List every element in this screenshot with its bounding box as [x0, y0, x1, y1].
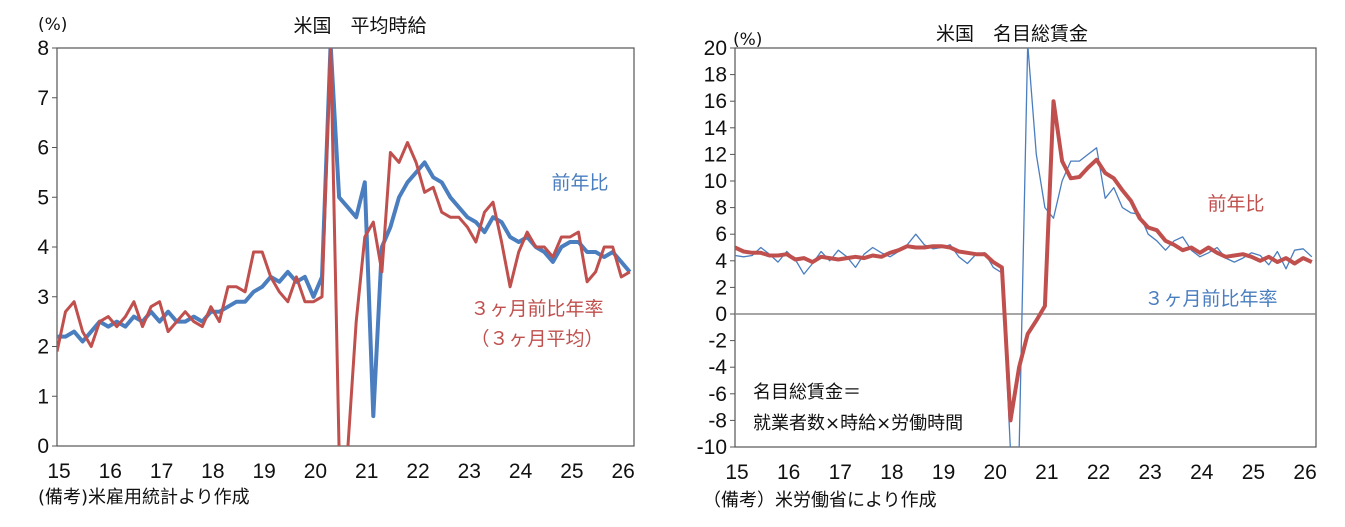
- x-tick-label: 21: [1035, 461, 1058, 484]
- series-line-0: [57, 48, 632, 419]
- x-tick-label: 20: [984, 461, 1007, 484]
- y-unit-label: (%): [733, 30, 762, 50]
- x-tick-label: 19: [252, 460, 275, 483]
- x-tick-label: 21: [355, 460, 378, 483]
- x-tick-label: 22: [406, 460, 429, 483]
- y-tick-label: 6: [37, 137, 49, 160]
- y-tick-label: -8: [708, 409, 727, 432]
- y-tick-label: -10: [697, 436, 727, 459]
- series-line-1: [735, 99, 1313, 423]
- x-tick-label: 24: [1190, 461, 1214, 484]
- y-tick-label: 1: [37, 385, 49, 408]
- x-tick-label: 15: [47, 460, 70, 483]
- chart-nominal-total-wages: 米国 名目総賃金 (%) -10-8-6-4-20246810121416182…: [697, 23, 1317, 511]
- x-tick-label: 17: [150, 460, 173, 483]
- x-tick-label: 20: [304, 460, 327, 483]
- y-tick-label: 3: [37, 286, 49, 309]
- x-tick-label: 23: [458, 460, 481, 483]
- y-tick-label: 14: [704, 117, 728, 140]
- x-tick-label: 26: [1293, 461, 1316, 484]
- x-tick-label: 16: [777, 461, 800, 484]
- x-tick-label: 25: [560, 460, 583, 483]
- y-unit-label: (%): [38, 15, 67, 35]
- y-tick-label: 5: [37, 186, 49, 209]
- chart-title: 米国 平均時給: [293, 15, 426, 37]
- source-note: （備考）米労働省により作成: [703, 490, 937, 511]
- formula-annotation-line1: 名目総賃金＝: [753, 382, 861, 403]
- y-tick-label: 2: [715, 276, 727, 299]
- series-line-1: [57, 48, 631, 446]
- series-label-3m: ３ヶ月前比年率: [1144, 288, 1277, 310]
- y-tick-label: 2: [37, 336, 49, 359]
- y-tick-label: -2: [708, 330, 727, 353]
- series-label-3m: ３ヶ月前比年率: [470, 298, 603, 320]
- chart-title: 米国 名目総賃金: [936, 23, 1088, 45]
- y-tick-label: 0: [37, 435, 49, 458]
- series-label-yoy: 前年比: [1207, 193, 1264, 215]
- y-tick-label: -4: [708, 356, 727, 379]
- source-note: (備考)米雇用統計より作成: [38, 487, 250, 508]
- plot-area: [56, 47, 635, 447]
- x-tick-label: 23: [1138, 461, 1161, 484]
- y-tick-label: 20: [704, 37, 727, 60]
- x-tick-label: 26: [611, 460, 634, 483]
- formula-annotation-line2: 就業者数×時給×労働時間: [753, 413, 963, 434]
- x-tick-label: 24: [509, 460, 533, 483]
- y-tick-label: 12: [704, 143, 727, 166]
- y-tick-label: -6: [708, 383, 727, 406]
- x-tick-label: 19: [932, 461, 955, 484]
- y-tick-label: 8: [715, 197, 727, 220]
- series-label-3m-sub: （３ヶ月平均）: [470, 328, 603, 350]
- x-tick-label: 18: [880, 461, 903, 484]
- x-tick-label: 17: [829, 461, 852, 484]
- x-tick-label: 22: [1087, 461, 1110, 484]
- y-tick-label: 0: [715, 303, 727, 326]
- y-tick-label: 7: [37, 87, 49, 110]
- y-tick-label: 4: [715, 250, 727, 273]
- x-tick-label: 16: [99, 460, 122, 483]
- x-tick-label: 25: [1242, 461, 1265, 484]
- y-tick-label: 4: [37, 236, 49, 259]
- x-tick-label: 15: [725, 461, 748, 484]
- y-tick-label: 16: [704, 90, 727, 113]
- y-tick-label: 6: [715, 223, 727, 246]
- y-tick-label: 8: [37, 37, 49, 60]
- x-tick-label: 18: [201, 460, 224, 483]
- series-label-yoy: 前年比: [551, 172, 608, 194]
- y-tick-label: 10: [704, 170, 727, 193]
- y-tick-label: 18: [704, 64, 727, 87]
